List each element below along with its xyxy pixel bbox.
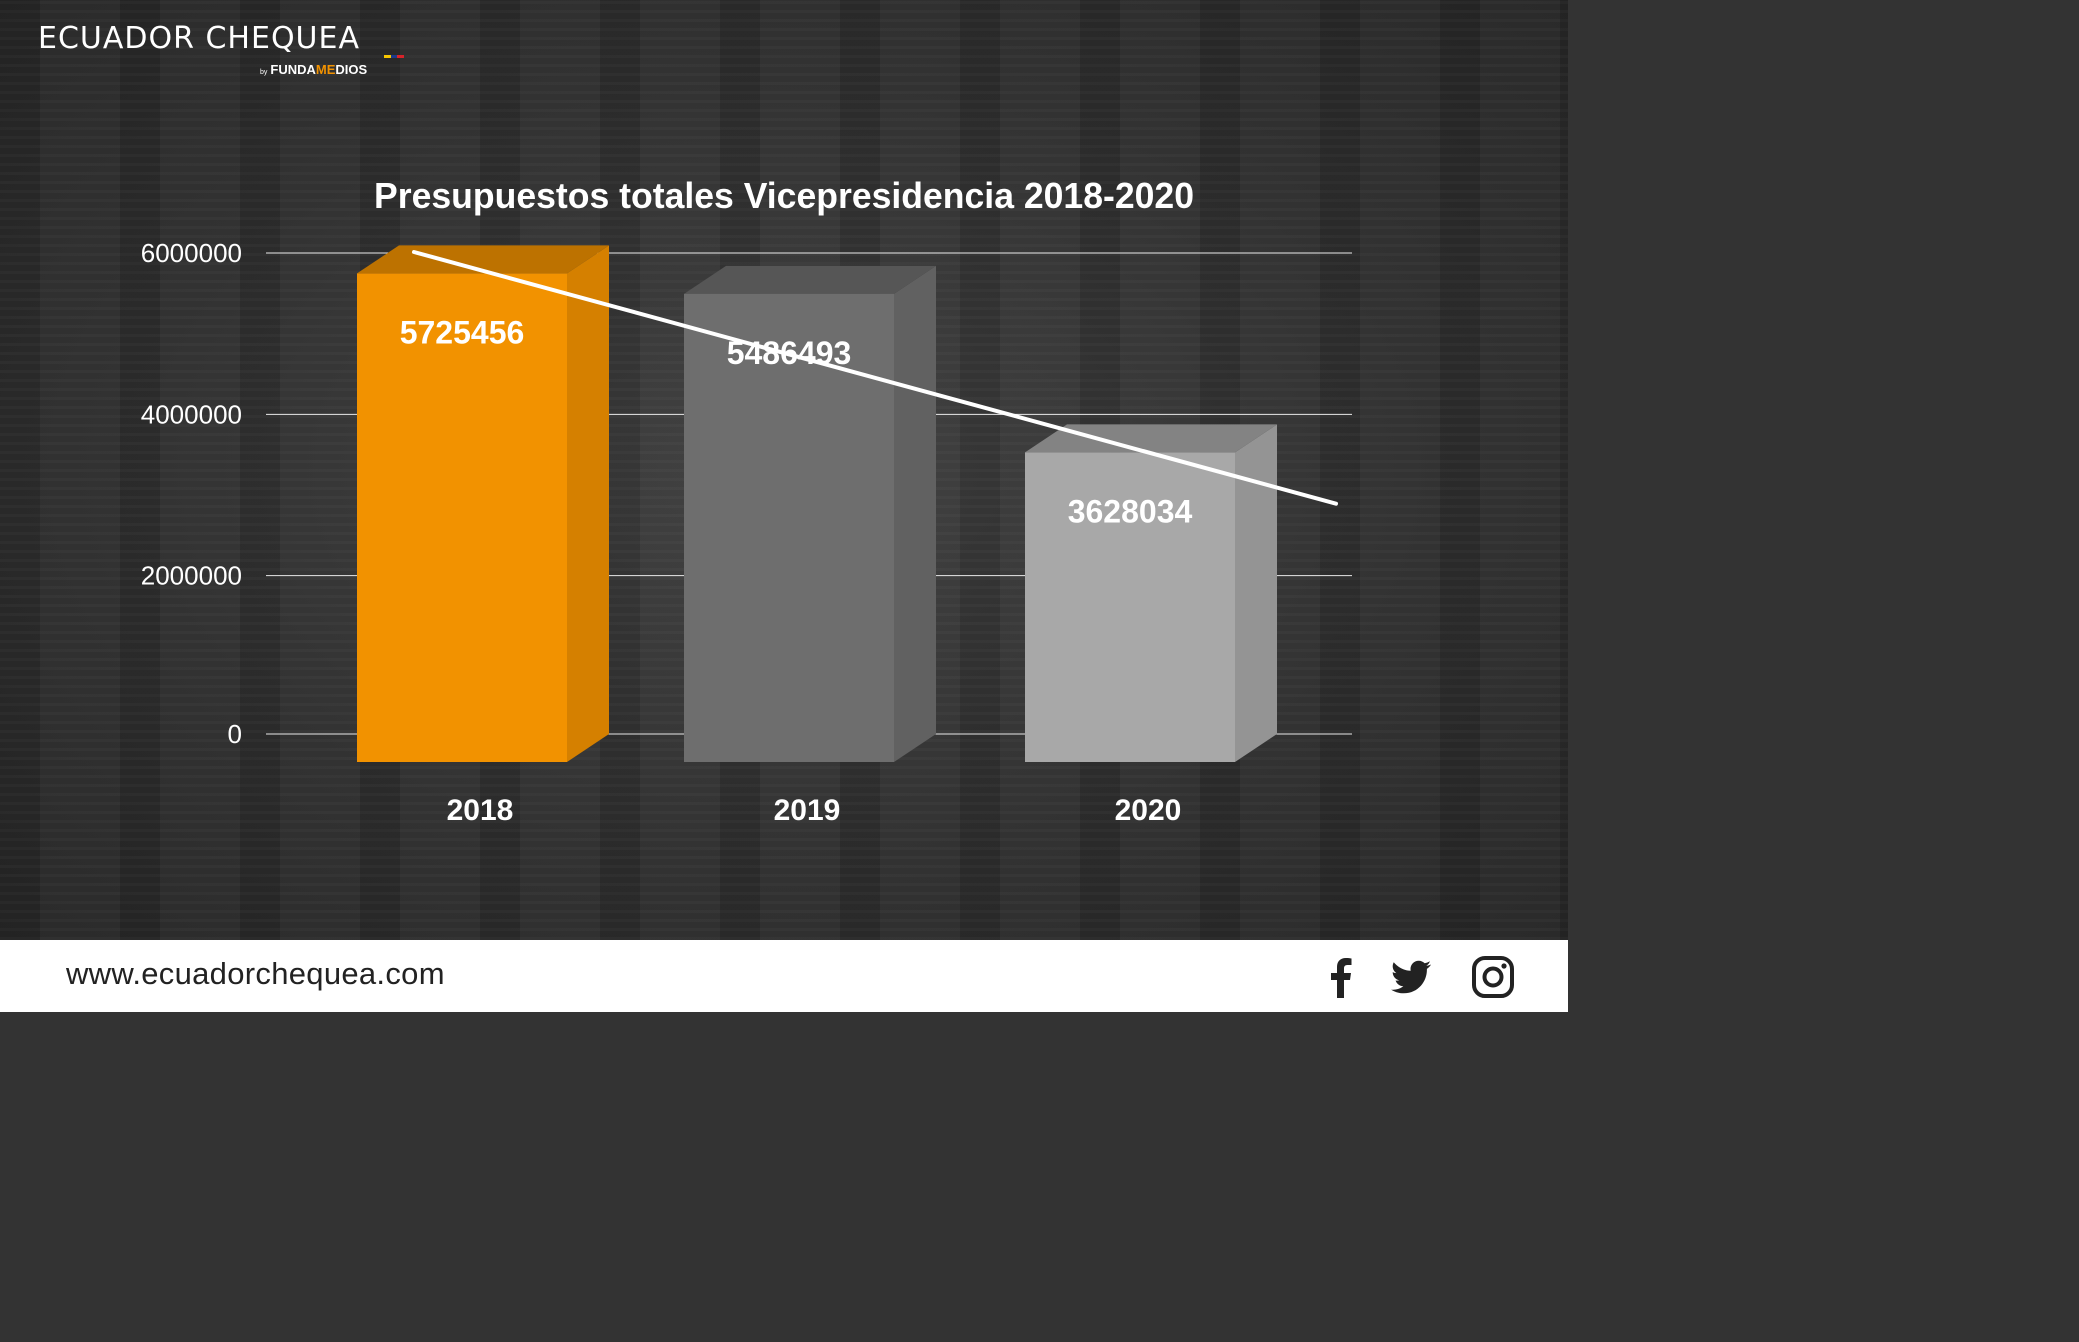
flag-stripe-blue [390, 55, 398, 58]
instagram-icon[interactable] [1470, 954, 1516, 1000]
y-tick-label: 0 [228, 719, 242, 749]
y-axis-ticks: 0 2000000 4000000 6000000 [141, 238, 242, 749]
y-tick-label: 6000000 [141, 238, 242, 268]
publisher-credit: by FUNDAMEDIOS [260, 62, 367, 77]
x-tick-label: 2020 [1115, 794, 1182, 827]
bar-top-face [1025, 424, 1277, 453]
bar-front-face [357, 273, 567, 762]
x-axis-ticks: 2018 2019 2020 [447, 794, 1182, 827]
brand-name: ECUADOR CHEQUEA [38, 21, 360, 56]
trendline-layer [412, 250, 1338, 506]
chart-title: Presupuestos totales Vicepresidencia 201… [374, 175, 1194, 216]
bar-side-face [567, 245, 609, 763]
flag-stripe-red [397, 55, 405, 58]
bars [357, 245, 1277, 763]
publisher-part-c: DIOS [335, 62, 368, 77]
bar-top-face [684, 265, 936, 294]
bar-2018 [357, 245, 609, 763]
footer-bar: www.ecuadorchequea.com [0, 940, 1568, 1012]
infographic: ECUADOR CHEQUEA by FUNDAMEDIOS 0 2000000 40… [0, 0, 1568, 1012]
facebook-icon[interactable] [1318, 954, 1364, 1000]
publisher-part-b: ME [315, 62, 336, 77]
trendline [412, 250, 1338, 506]
bar-side-face [894, 265, 936, 762]
x-tick-label: 2018 [447, 794, 514, 827]
by-label: by [260, 69, 268, 76]
brand-logo[interactable]: ECUADOR CHEQUEA by FUNDAMEDIOS [38, 21, 405, 77]
data-label: 3628034 [1068, 493, 1193, 529]
publisher-part-a: FUNDA [270, 62, 316, 77]
website-link[interactable]: www.ecuadorchequea.com [66, 956, 445, 991]
x-tick-label: 2019 [774, 794, 841, 827]
bar-front-face [1025, 452, 1235, 762]
data-label: 5725456 [400, 314, 525, 350]
y-tick-label: 2000000 [141, 561, 242, 591]
bar-side-face [1235, 424, 1277, 762]
bar-2020 [1025, 424, 1277, 762]
flag-stripe-yellow [384, 55, 391, 58]
y-tick-label: 4000000 [141, 399, 242, 429]
bar-2019 [684, 265, 936, 762]
twitter-icon[interactable] [1388, 954, 1434, 1000]
brand-flag-underline [384, 55, 405, 58]
